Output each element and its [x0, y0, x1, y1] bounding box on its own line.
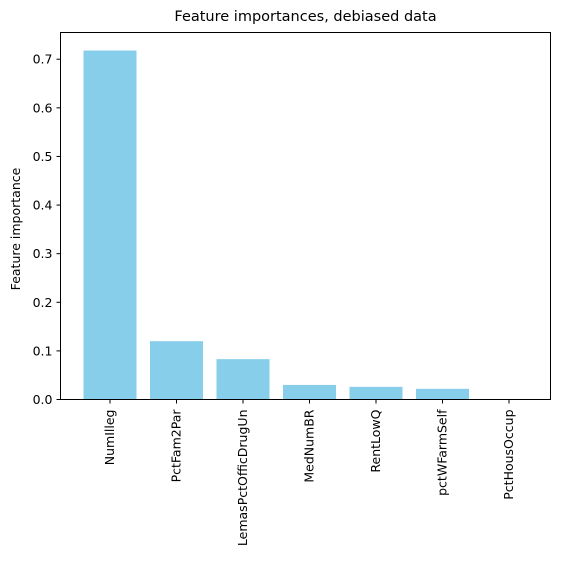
y-tick-label: 0.4	[33, 198, 53, 213]
x-axis-ticks: NumIlleg PctFam2Par LemasPctOfficDrugUn Med…	[102, 399, 516, 547]
y-axis-label: Feature importance	[8, 167, 23, 290]
y-tick-label: 0.3	[33, 246, 53, 261]
plot-frame	[60, 32, 551, 400]
bars-group	[83, 50, 469, 400]
bar-MedNumBR	[283, 384, 336, 400]
bar-pctWFarmSelf	[416, 388, 469, 400]
y-axis-ticks: 0.0 0.1 0.2 0.3 0.4 0.5 0.6 0.7	[33, 52, 61, 407]
bar-LemasPctOfficDrugUn	[216, 359, 270, 400]
y-tick-label: 0.1	[33, 343, 53, 358]
chart-title: Feature importances, debiased data	[174, 9, 436, 25]
x-tick-label: RentLowQ	[368, 409, 383, 472]
bar-PctFam2Par	[150, 341, 203, 400]
y-tick-label: 0.0	[33, 392, 53, 407]
x-tick-label: PctFam2Par	[169, 409, 184, 483]
bar-RentLowQ	[349, 386, 403, 400]
x-tick-label: LemasPctOfficDrugUn	[235, 410, 250, 547]
bar-NumIlleg	[83, 50, 137, 400]
y-tick-label: 0.7	[33, 52, 53, 67]
y-tick-label: 0.5	[33, 149, 53, 164]
x-tick-label: MedNumBR	[302, 409, 317, 482]
y-tick-label: 0.6	[33, 100, 53, 115]
x-tick-label: pctWFarmSelf	[435, 409, 450, 496]
x-tick-label: PctHousOccup	[501, 409, 516, 499]
x-tick-label: NumIlleg	[102, 410, 117, 466]
y-tick-label: 0.2	[33, 295, 53, 310]
